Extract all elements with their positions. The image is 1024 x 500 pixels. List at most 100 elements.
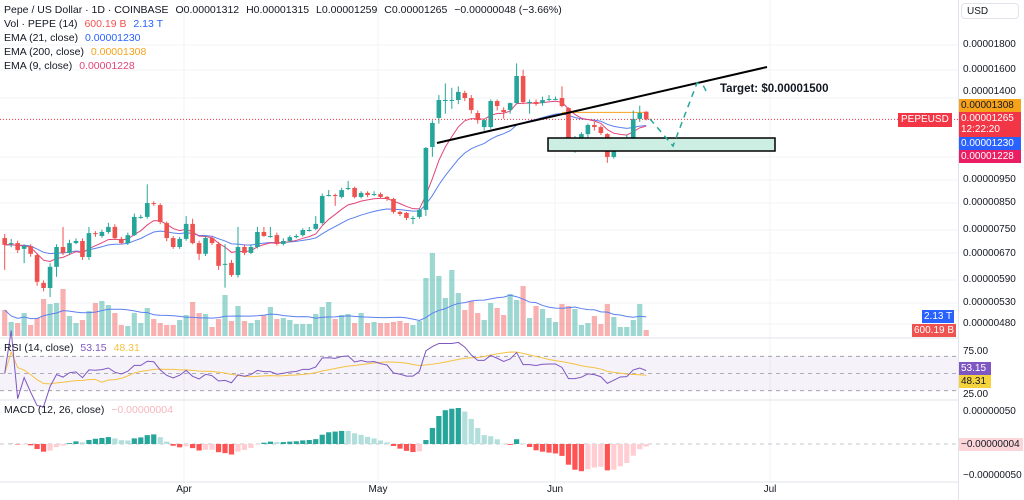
volume-legend[interactable]: Vol · PEPE (14) 600.19 B 2.13 T [4, 17, 167, 31]
macd-histogram-bar [377, 440, 384, 444]
volume-bar [2, 310, 8, 336]
candle-body [332, 195, 338, 197]
volume-bar [578, 325, 585, 336]
macd-legend[interactable]: MACD (12, 26, close) −0.00000004 [4, 403, 177, 417]
projection-path[interactable] [649, 82, 708, 148]
ema9-legend-label: EMA (9, close) [4, 60, 73, 72]
candle-body [637, 113, 643, 119]
volume-bar [481, 320, 487, 336]
macd-histogram-bar [144, 435, 150, 444]
candle-body [190, 223, 195, 244]
macd-histogram-bar [384, 442, 390, 444]
ohlc-open: O0.00001312 [175, 4, 240, 16]
volume-bar [202, 314, 209, 336]
volume-bar [170, 325, 176, 336]
candle-body [313, 223, 319, 229]
volume-bar [215, 319, 222, 336]
candle-body [80, 240, 85, 258]
macd-histogram-bar [390, 444, 397, 446]
volume-bar [384, 323, 390, 336]
price-chart[interactable] [0, 0, 958, 500]
candle-body [54, 247, 59, 267]
volume-bar [397, 321, 403, 336]
macd-histogram-bar [423, 440, 429, 444]
macd-histogram-bar [300, 440, 306, 444]
candle-body [540, 99, 545, 104]
ema9-legend-value: 0.00001228 [79, 60, 135, 72]
volume-bar [559, 304, 565, 336]
macd-histogram-bar [332, 431, 338, 444]
macd-histogram-bar [585, 444, 591, 470]
macd-histogram-bar [326, 432, 332, 444]
candle-body [417, 209, 422, 217]
volume-bar [73, 323, 79, 336]
candle-body [209, 238, 215, 244]
ema200-legend[interactable]: EMA (200, close) 0.00001308 [4, 45, 150, 59]
candle-body [371, 194, 377, 196]
volume-bar [514, 300, 520, 336]
time-tick-label: May [368, 484, 388, 495]
macd-histogram-bar [637, 444, 643, 450]
candle-body [255, 231, 260, 248]
candle-body [15, 243, 20, 251]
price-tick-label: 0.00000670 [963, 247, 1016, 259]
rsi-ma-tag: 48.31 [959, 375, 991, 388]
support-zone[interactable] [547, 137, 776, 152]
macd-histogram-bar [287, 441, 293, 444]
trendline[interactable] [436, 66, 768, 144]
candle-body [151, 203, 157, 205]
rsi-legend-value: 53.15 [80, 342, 107, 354]
volume-bar [520, 286, 526, 336]
price-tick-label: 0.00000480 [963, 317, 1016, 329]
ema9-legend[interactable]: EMA (9, close) 0.00001228 [4, 59, 139, 73]
price-tick-label: 0.00000950 [963, 173, 1016, 185]
candle-body [132, 216, 137, 236]
volume-bar [99, 301, 105, 336]
candle-body [261, 231, 267, 237]
macd-histogram-bar [112, 438, 118, 444]
candle-body [488, 101, 493, 128]
volume-bar [507, 294, 513, 336]
candle-body [397, 211, 403, 215]
ema200-price-tag: 0.00001308 [959, 99, 1021, 112]
macd-histogram-bar [47, 444, 53, 451]
candle-body [67, 243, 72, 253]
candle-body [73, 240, 79, 244]
volume-bar [358, 313, 364, 336]
candle-body [365, 192, 370, 196]
price-tick-label: 0.00000850 [963, 197, 1016, 209]
candle-body [119, 238, 124, 244]
candle-body [125, 235, 131, 244]
volume-bar [501, 315, 507, 336]
volume-bar [144, 308, 150, 336]
candle-body [203, 238, 208, 254]
rsi-ma-legend-value: 48.31 [113, 342, 140, 354]
rsi-legend-label: RSI (14, close) [4, 342, 74, 354]
macd-histogram-bar [105, 437, 111, 444]
macd-histogram-bar [565, 444, 572, 465]
rsi-legend[interactable]: RSI (14, close) 53.15 48.31 [4, 341, 144, 355]
volume-bar [287, 320, 293, 336]
candle-body [268, 236, 273, 238]
currency-selector[interactable]: USD [961, 3, 1019, 19]
rsi-tag: 53.15 [959, 362, 991, 375]
macd-histogram-bar [235, 444, 241, 452]
volume-bar [533, 306, 539, 336]
candle-body [358, 192, 364, 197]
volume-bar [468, 301, 474, 336]
volume-bar [488, 303, 494, 336]
target-annotation[interactable]: Target: $0.00001500 [720, 83, 829, 95]
price-tick-label: 0.00001800 [963, 39, 1016, 50]
candle-body [630, 118, 636, 139]
ema21-legend[interactable]: EMA (21, close) 0.00001230 [4, 31, 145, 45]
macd-histogram-bar [248, 444, 254, 448]
candle-body [60, 247, 66, 253]
time-tick-label: Apr [176, 484, 192, 495]
macd-histogram-bar [66, 443, 73, 444]
rsi-ma-line [4, 350, 647, 385]
candle-body [28, 246, 33, 254]
volume-bar [494, 308, 500, 336]
macd-histogram-bar [202, 444, 209, 450]
price-axis[interactable]: USD 0.00001308 0.00001265 12:22:20 0.000… [958, 0, 1024, 500]
macd-histogram-bar [40, 444, 47, 452]
